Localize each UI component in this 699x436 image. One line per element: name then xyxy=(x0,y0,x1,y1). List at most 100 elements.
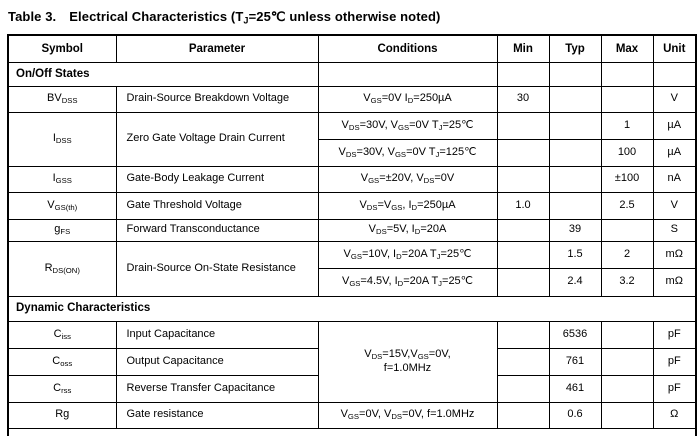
coss-min xyxy=(496,347,550,376)
header-max: Max xyxy=(600,34,654,63)
rdson-symbol: RDS(ON) xyxy=(7,240,117,297)
gfs-typ: 39 xyxy=(548,218,602,242)
vgsth-max: 2.5 xyxy=(600,191,654,220)
bvdss-conditions: VGS=0V ID=250µA xyxy=(317,85,498,113)
ciss-parameter: Input Capacitance xyxy=(115,320,319,349)
idss-symbol: IDSS xyxy=(7,111,117,167)
rdson-parameter: Drain-Source On-State Resistance xyxy=(115,240,319,297)
vgsth-conditions: VDS=VGS, ID=250µA xyxy=(317,191,498,220)
header-parameter: Parameter xyxy=(115,34,319,63)
idss-max-1: 1 xyxy=(600,111,654,140)
idss-max-2: 100 xyxy=(600,138,654,167)
rg-unit: Ω xyxy=(652,401,697,429)
crss-parameter: Reverse Transfer Capacitance xyxy=(115,374,319,403)
igss-min xyxy=(496,165,550,193)
bvdss-min: 30 xyxy=(496,85,550,113)
row-rdson-1: RDS(ON) Drain-Source On-State Resistance… xyxy=(7,240,697,297)
header-conditions: Conditions xyxy=(317,34,498,63)
row-rg: Rg Gate resistance VGS=0V, VDS=0V, f=1.0… xyxy=(7,401,697,429)
coss-max xyxy=(600,347,654,376)
gfs-min xyxy=(496,218,550,242)
row-ciss: Ciss Input Capacitance VDS=15V,VGS=0V, f… xyxy=(7,320,697,403)
section-label-dynamic: Dynamic Characteristics xyxy=(7,295,697,322)
idss-unit-1: µA xyxy=(652,111,697,140)
vgsth-typ xyxy=(548,191,602,220)
crss-unit: pF xyxy=(652,374,697,403)
rdson-min-2 xyxy=(496,267,550,297)
ciss-typ: 6536 xyxy=(548,320,602,349)
header-min: Min xyxy=(496,34,550,63)
onoff-empty-max xyxy=(600,61,654,87)
table-title-number: Table 3. xyxy=(8,9,57,24)
table-header-row: Symbol Parameter Conditions Min Typ Max … xyxy=(7,34,697,63)
gfs-unit: S xyxy=(652,218,697,242)
rdson-max-1: 2 xyxy=(600,240,654,269)
idss-unit-2: µA xyxy=(652,138,697,167)
idss-typ-1 xyxy=(548,111,602,140)
vgsth-parameter: Gate Threshold Voltage xyxy=(115,191,319,220)
bvdss-parameter: Drain-Source Breakdown Voltage xyxy=(115,85,319,113)
rg-conditions: VGS=0V, VDS=0V, f=1.0MHz xyxy=(317,401,498,429)
ciss-min xyxy=(496,320,550,349)
rdson-conditions-10v: VGS=10V, ID=20A TJ=25℃ xyxy=(317,240,498,269)
vgsth-unit: V xyxy=(652,191,697,220)
row-crss: Crss Reverse Transfer Capacitance 461 pF xyxy=(7,374,697,403)
cutoff-empty-cell xyxy=(8,427,696,436)
rg-typ: 0.6 xyxy=(548,401,602,429)
rg-max xyxy=(600,401,654,429)
idss-conditions-25c: VDS=30V, VGS=0V TJ=25℃ xyxy=(317,111,498,140)
rg-min xyxy=(496,401,550,429)
idss-min-2 xyxy=(496,138,550,167)
vgsth-symbol: VGS(th) xyxy=(7,191,117,220)
ciss-symbol: Ciss xyxy=(7,320,117,349)
onoff-empty-typ xyxy=(548,61,602,87)
gfs-parameter: Forward Transconductance xyxy=(115,218,319,242)
row-idss-2: VDS=30V, VGS=0V TJ=125℃ 100 µA xyxy=(8,138,697,167)
row-vgsth: VGS(th) Gate Threshold Voltage VDS=VGS, … xyxy=(7,191,697,220)
coss-parameter: Output Capacitance xyxy=(115,347,319,376)
rg-parameter: Gate resistance xyxy=(115,401,319,429)
capacitance-shared-conditions: VDS=15V,VGS=0V, f=1.0MHz xyxy=(317,320,498,403)
rdson-typ-1: 1.5 xyxy=(548,240,602,269)
coss-unit: pF xyxy=(652,347,697,376)
igss-symbol: IGSS xyxy=(7,165,117,193)
onoff-empty-conditions xyxy=(317,61,498,87)
bvdss-typ xyxy=(548,85,602,113)
row-rdson-2: VGS=4.5V, ID=20A TJ=25℃ 2.4 3.2 mΩ xyxy=(8,267,697,297)
table-title-text: Electrical Characteristics (TJ=25℃ unles… xyxy=(69,9,441,26)
ciss-unit: pF xyxy=(652,320,697,349)
row-next-cutoff xyxy=(8,427,696,436)
row-idss-1: IDSS Zero Gate Voltage Drain Current VDS… xyxy=(7,111,697,167)
gfs-symbol: gFS xyxy=(7,218,117,242)
row-bvdss: BVDSS Drain-Source Breakdown Voltage VGS… xyxy=(7,85,697,113)
bvdss-symbol: BVDSS xyxy=(7,85,117,113)
section-row-dynamic: Dynamic Characteristics xyxy=(7,295,697,322)
ciss-max xyxy=(600,320,654,349)
igss-unit: nA xyxy=(652,165,697,193)
igss-typ xyxy=(548,165,602,193)
idss-parameter: Zero Gate Voltage Drain Current xyxy=(115,111,319,167)
bvdss-max xyxy=(600,85,654,113)
crss-max xyxy=(600,374,654,403)
coss-symbol: Coss xyxy=(7,347,117,376)
onoff-empty-min xyxy=(496,61,550,87)
rdson-max-2: 3.2 xyxy=(600,267,654,297)
rdson-unit-2: mΩ xyxy=(652,267,697,297)
rdson-conditions-4v5: VGS=4.5V, ID=20A TJ=25℃ xyxy=(317,267,498,297)
gfs-max xyxy=(600,218,654,242)
row-gfs: gFS Forward Transconductance VDS=5V, ID=… xyxy=(7,218,697,242)
bvdss-unit: V xyxy=(652,85,697,113)
table-title: Table 3. Electrical Characteristics (TJ=2… xyxy=(8,9,699,25)
gfs-conditions: VDS=5V, ID=20A xyxy=(317,218,498,242)
vgsth-min: 1.0 xyxy=(496,191,550,220)
rdson-min-1 xyxy=(496,240,550,269)
crss-min xyxy=(496,374,550,403)
igss-parameter: Gate-Body Leakage Current xyxy=(115,165,319,193)
header-symbol: Symbol xyxy=(7,34,117,63)
coss-typ: 761 xyxy=(548,347,602,376)
header-typ: Typ xyxy=(548,34,602,63)
row-igss: IGSS Gate-Body Leakage Current VGS=±20V,… xyxy=(7,165,697,193)
section-row-onoff-states: On/Off States xyxy=(7,61,697,87)
rg-symbol: Rg xyxy=(7,401,117,429)
idss-conditions-125c: VDS=30V, VGS=0V TJ=125℃ xyxy=(317,138,498,167)
